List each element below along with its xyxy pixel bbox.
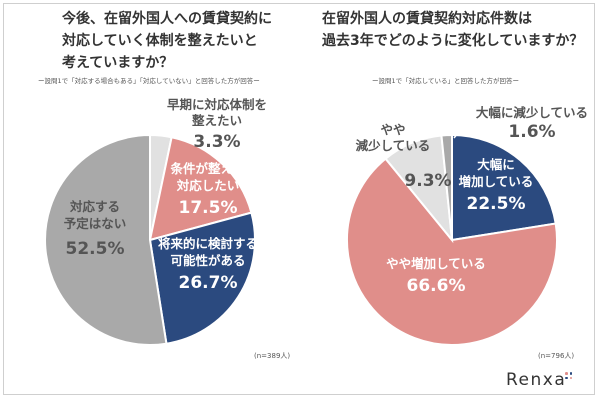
pie1-slice-4: [44, 133, 168, 346]
right-title-line-2: 過去3年でどのように変化していますか？: [322, 33, 584, 49]
pie1-slice-3-label: 可能性がある: [170, 253, 245, 268]
pie1-slice-2: [148, 136, 253, 242]
pie1-slice-1-label: 整えたい: [192, 113, 242, 128]
pie2-slice-2-label: やや増加している: [386, 256, 486, 271]
pie1-slice-4-label: 予定はない: [64, 216, 127, 231]
right-sample-size: (n=796人): [538, 352, 575, 360]
logo-dots-icon: [565, 372, 573, 382]
pie1-leader-line-1: [159, 123, 171, 136]
pie1-slice-3-label: 将来的に検討する: [158, 236, 258, 251]
pie1-slice-1-label: 早期に対応体制を: [167, 97, 267, 112]
pie2-slice-3-label: やや: [380, 122, 405, 137]
pie2-slice-1-value: 22.5%: [467, 194, 526, 214]
pie2-slice-3-value: 9.3%: [404, 171, 451, 191]
figure-frame: [3, 3, 595, 395]
pie2-slice-2: [346, 157, 559, 346]
pie1-slice-1-value: 3.3%: [193, 132, 240, 152]
pie2-slice-4-label: 大幅に減少している: [476, 105, 588, 120]
left-respondent-note: ー設問1で「対応する場合もある」「対応していない」と回答した方が回答ー: [38, 77, 260, 85]
left-title-line-2: 対応していく体制を整えたいと: [62, 33, 258, 49]
right-respondent-note: ー設問1で「対応している」と回答した方が回答ー: [372, 77, 519, 85]
renxa-logo: Renxa: [506, 370, 567, 390]
pie2-slice-2-value: 66.6%: [407, 276, 466, 296]
pie1-slice-2-label: 対応したい: [176, 178, 240, 193]
pie2-slice-1: [451, 133, 557, 242]
left-question-title: 今後、在留外国人への賃貸契約に 対応していく体制を整えたいと 考えていますか？: [62, 8, 272, 74]
pie1-slice-3: [148, 211, 256, 345]
pie2-slice-1-label: 増加している: [459, 174, 534, 189]
pie1-slice-4-value: 52.5%: [66, 239, 125, 259]
pie1-slice-2-value: 17.5%: [179, 198, 238, 218]
right-title-line-1: 在留外国人の賃貸契約対応件数は: [322, 11, 532, 27]
left-title-line-1: 今後、在留外国人への賃貸契約に: [62, 11, 272, 27]
pie2-slice-3-label: 減少している: [356, 138, 431, 153]
pie1-slice-2-label: 条件が整えば: [169, 161, 246, 176]
pie1-slice-4-label: 対応する: [69, 199, 120, 214]
right-question-title: 在留外国人の賃貸契約対応件数は 過去3年でどのように変化していますか？: [322, 8, 583, 52]
pie1-slice-3-value: 26.7%: [179, 273, 238, 293]
pie2-slice-4-value: 1.6%: [508, 122, 555, 142]
left-sample-size: (n=389人): [254, 352, 291, 360]
pie2-slice-1-label: 大幅に: [477, 157, 515, 172]
left-title-line-3: 考えていますか？: [62, 55, 174, 71]
pie2-leader-line-4: [453, 117, 471, 139]
pie2-slice-4: [440, 133, 453, 241]
